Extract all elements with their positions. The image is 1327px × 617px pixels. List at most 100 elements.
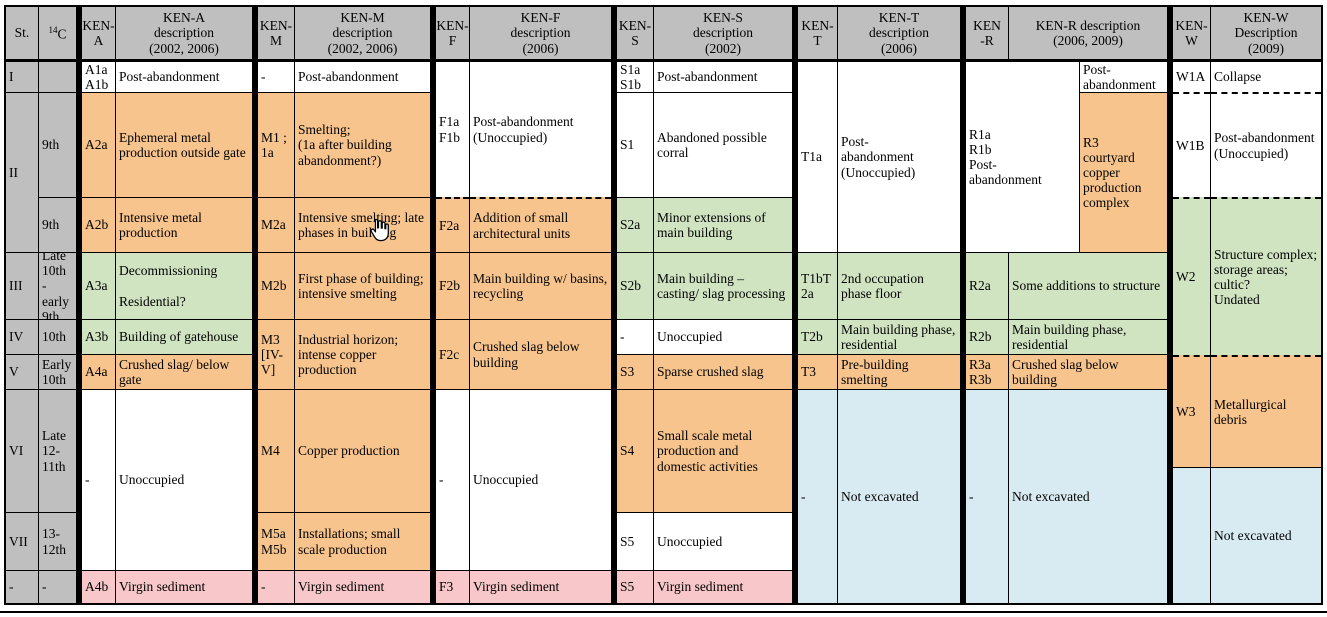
c14-IV: 10th xyxy=(39,320,76,354)
ken-s-desc-5: Unoccupied xyxy=(654,320,792,354)
header-ken-f-desc: KEN-F description (2006) xyxy=(470,7,611,59)
stratum-VII: VII xyxy=(6,513,38,570)
ken-w-code-2: W1B xyxy=(1173,92,1210,197)
ken-a-desc-8: Virgin sediment xyxy=(116,571,252,603)
ken-s-code-8: S5 xyxy=(617,513,653,570)
ken-a-code-3: A2b xyxy=(82,198,115,252)
ken-s-desc-9: Virgin sediment xyxy=(654,571,792,603)
ken-w-desc-3: Structure complex; storage areas; cultic… xyxy=(1211,197,1321,355)
ken-w-code-4: W3 xyxy=(1173,355,1210,467)
ken-s-code-6: S3 xyxy=(617,355,653,389)
ken-s-code-1: S1a S1b xyxy=(617,62,653,92)
c14-III: Late 10th - early 9th xyxy=(39,253,76,319)
ken-r-desc-2: Some additions to structure xyxy=(1009,253,1167,319)
ken-s-code-4: S2b xyxy=(617,253,653,319)
ken-r-post-abandonment-cell: R1a R1b Post- abandonment xyxy=(966,62,1079,252)
ken-m-desc-6: Copper production xyxy=(295,390,430,512)
ken-t-desc-2: 2nd occupation phase floor xyxy=(838,253,960,319)
ken-r-code-2: R2a xyxy=(966,253,1008,319)
stratum-VI: VI xyxy=(6,390,38,512)
ken-s-desc-2: Abandoned possible corral xyxy=(654,93,792,197)
c14-label: 14C xyxy=(48,24,67,42)
header-ken-m-code: KEN- M xyxy=(258,7,294,59)
ken-f-desc-6: Virgin sediment xyxy=(470,571,611,603)
ken-f-code-4: F2c xyxy=(436,320,469,389)
ken-r-r3-courtyard-cell: R3 courtyard copper production complex xyxy=(1080,93,1167,252)
ken-a-desc-4: Decommissioning Residential? xyxy=(116,253,252,319)
header-ken-w-desc: KEN-W Description (2009) xyxy=(1211,7,1321,59)
header-ken-r-code: KEN -R xyxy=(966,7,1008,59)
ken-a-code-4: A3a xyxy=(82,253,115,319)
ken-m-code-6: M4 xyxy=(258,390,294,512)
ken-t-desc-1: Post- abandonment (Unoccupied) xyxy=(838,62,960,252)
ken-f-code-6: F3 xyxy=(436,571,469,603)
header-c14: 14C xyxy=(39,7,76,59)
ken-a-desc-3: Intensive metal production xyxy=(116,198,252,252)
ken-m-desc-3: Intensive smelting; late phases in build… xyxy=(295,198,430,252)
ken-r-desc-5: Not excavated xyxy=(1009,390,1167,603)
ken-m-code-4: M2b xyxy=(258,253,294,319)
ken-t-desc-3: Main building phase, residential xyxy=(838,320,960,354)
ken-s-code-5: - xyxy=(617,320,653,354)
ken-f-desc-5: Unoccupied xyxy=(470,390,611,570)
c14-I xyxy=(39,62,76,92)
ken-a-code-5: A3b xyxy=(82,320,115,354)
ken-r-desc-4: Crushed slag below building xyxy=(1009,355,1167,389)
ken-t-code-5: - xyxy=(798,390,837,603)
ken-t-desc-4: Pre-building smelting xyxy=(838,355,960,389)
ken-s-code-7: S4 xyxy=(617,390,653,512)
ken-m-code-3: M2a xyxy=(258,198,294,252)
c14-VI: Late 12-11th xyxy=(39,390,76,512)
ken-m-code-7: M5a M5b xyxy=(258,513,294,570)
ken-s-code-2: S1 xyxy=(617,93,653,197)
ken-a-code-1: A1a A1b xyxy=(82,62,115,92)
stratum-IV: IV xyxy=(6,320,38,354)
ken-s-desc-4: Main building – casting/ slag processing xyxy=(654,253,792,319)
ken-s-desc-6: Sparse crushed slag xyxy=(654,355,792,389)
ken-t-code-4: T3 xyxy=(798,355,837,389)
header-ken-t-code: KEN- T xyxy=(798,7,837,59)
ken-a-desc-2: Ephemeral metal production outside gate xyxy=(116,93,252,197)
ken-w-code-1: W1A xyxy=(1173,62,1210,92)
ken-a-code-8: A4b xyxy=(82,571,115,603)
stratum-II: II xyxy=(6,93,38,252)
ken-s-desc-7: Small scale metal production and domesti… xyxy=(654,390,792,512)
ken-m-code-5: M3 [IV-V] xyxy=(258,320,294,389)
header-ken-s-desc: KEN-S description (2002) xyxy=(654,7,792,59)
header-ken-r-desc: KEN-R description (2006, 2009) xyxy=(1009,7,1167,59)
ken-m-desc-2: Smelting; (1a after building abandonment… xyxy=(295,93,430,197)
ken-m-desc-8: Virgin sediment xyxy=(295,571,430,603)
header-ken-f-code: KEN- F xyxy=(436,7,469,59)
header-ken-m-desc: KEN-M description (2002, 2006) xyxy=(295,7,430,59)
header-ken-t-desc: KEN-T description (2006) xyxy=(838,7,960,59)
stratum-III: III xyxy=(6,253,38,319)
ken-a-code-7: - xyxy=(82,390,115,570)
ken-w-desc-4: Metallurgical debris xyxy=(1211,355,1321,467)
ken-a-desc-7: Unoccupied xyxy=(116,390,252,570)
ken-f-code-1: F1a F1b xyxy=(436,62,469,197)
ken-s-desc-1: Post-abandonment xyxy=(654,62,792,92)
ken-f-desc-1: Post-abandonment (Unoccupied) xyxy=(470,62,611,197)
ken-m-desc-5: Industrial horizon; intense copper produ… xyxy=(295,320,430,389)
ken-f-code-5: - xyxy=(436,390,469,570)
ken-a-desc-6: Crushed slag/ below gate xyxy=(116,355,252,389)
ken-w-desc-2: Post-abandonment (Unoccupied) xyxy=(1211,92,1321,197)
ken-s-desc-8: Unoccupied xyxy=(654,513,792,570)
ken-m-desc-1: Post-abandonment xyxy=(295,62,430,92)
ken-w-code-5 xyxy=(1173,468,1210,603)
ken-t-code-1: T1a xyxy=(798,62,837,252)
stratum-virgin: - xyxy=(6,571,38,603)
ken-m-desc-4: First phase of building; intensive smelt… xyxy=(295,253,430,319)
ken-a-desc-1: Post-abandonment xyxy=(116,62,252,92)
ken-a-code-6: A4a xyxy=(82,355,115,389)
ken-w-code-3: W2 xyxy=(1173,197,1210,355)
ken-w-desc-5: Not excavated xyxy=(1211,468,1321,603)
ken-m-code-2: M1 ; 1a xyxy=(258,93,294,197)
ken-f-desc-4: Crushed slag below building xyxy=(470,320,611,389)
ken-w-desc-1: Collapse xyxy=(1211,62,1321,92)
figure-bottom-rule xyxy=(0,611,1327,613)
stratum-V: V xyxy=(6,355,38,389)
c14-IIb: 9th xyxy=(39,198,76,252)
ken-s-code-3: S2a xyxy=(617,198,653,252)
ken-a-code-2: A2a xyxy=(82,93,115,197)
